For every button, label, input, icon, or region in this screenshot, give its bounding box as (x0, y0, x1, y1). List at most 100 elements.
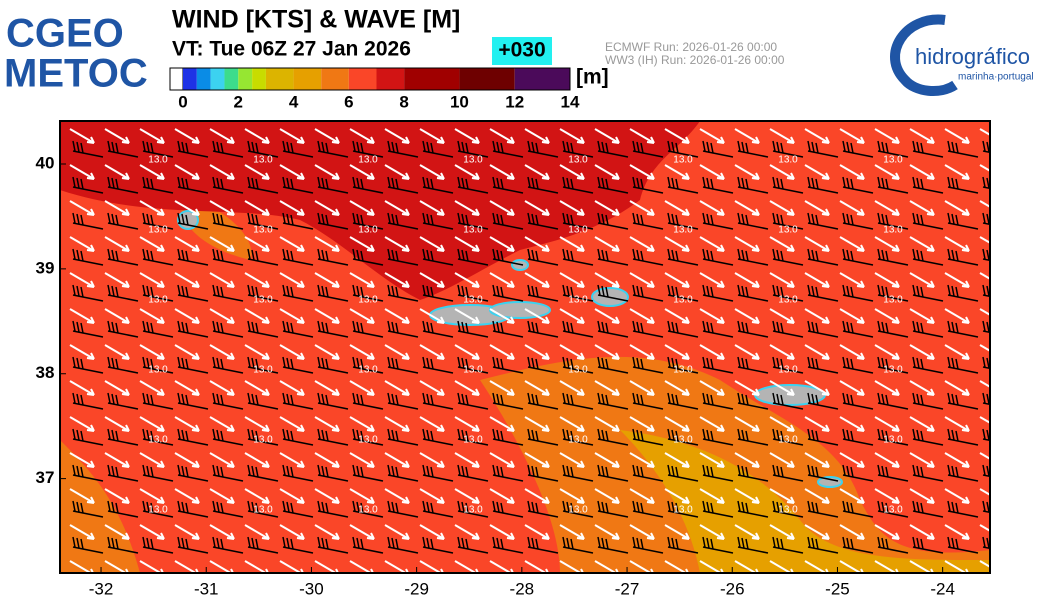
wind-arrow (139, 488, 165, 504)
wind-barb (842, 284, 874, 302)
wind-barb (562, 212, 594, 230)
wind-barb (317, 536, 349, 554)
wind-barb (702, 356, 734, 374)
wind-barb (527, 464, 559, 482)
wind-barb (912, 464, 944, 482)
wind-arrow (104, 488, 130, 504)
wind-arrow (699, 308, 725, 324)
wind-arrow (104, 344, 130, 360)
wind-arrow (664, 200, 690, 216)
wind-arrow (874, 452, 900, 468)
colorbar-bin (196, 68, 211, 90)
wind-barb (457, 248, 489, 266)
wind-barb (352, 428, 384, 446)
wind-barb (107, 464, 139, 482)
wind-arrow (384, 416, 410, 432)
contour-label: 13.0 (463, 505, 483, 516)
wind-barb (562, 176, 594, 194)
wind-arrow (524, 128, 550, 144)
wind-barb (597, 464, 629, 482)
wind-barb (353, 572, 354, 573)
contour-label: 13.0 (673, 365, 693, 376)
wind-barb (107, 536, 139, 554)
wind-barb (632, 320, 664, 338)
wind-barb (597, 284, 629, 302)
wind-arrow (594, 524, 620, 540)
wind-barb (877, 356, 909, 374)
wind-barb (877, 428, 909, 446)
wind-barb (247, 464, 279, 482)
wind-arrow (944, 488, 970, 504)
wind-barb (912, 356, 944, 374)
wind-arrow (384, 164, 410, 180)
wind-barb (597, 320, 629, 338)
wind-arrow (104, 524, 130, 540)
wind-arrow (524, 524, 550, 540)
wind-arrow (874, 380, 900, 396)
wind-barb (282, 140, 314, 158)
wind-arrow (384, 128, 410, 144)
contour-label: 13.0 (148, 365, 168, 376)
wind-arrow (699, 272, 725, 288)
wind-arrow (559, 200, 585, 216)
wind-barb (142, 248, 174, 266)
wind-barb (772, 212, 804, 230)
wind-arrow (349, 200, 375, 216)
wind-barb (667, 356, 699, 374)
contour-label: 13.0 (358, 435, 378, 446)
wind-barb (317, 464, 349, 482)
wind-barb (142, 356, 174, 374)
wind-arrow (559, 164, 585, 180)
wind-barb (387, 500, 419, 518)
wind-barb (632, 428, 664, 446)
y-tick-label: 39 (36, 258, 55, 277)
wind-barb (282, 536, 314, 554)
contour-label: 13.0 (568, 155, 588, 166)
wind-barb (492, 248, 524, 266)
wind-barb (737, 248, 769, 266)
wind-barb (912, 176, 944, 194)
wind-arrow (314, 416, 340, 432)
contour-label: 13.0 (778, 225, 798, 236)
wind-barb (387, 176, 419, 194)
wind-arrow (489, 308, 515, 324)
wind-barb (422, 428, 454, 446)
wind-barb (947, 140, 979, 158)
wind-arrow (699, 236, 725, 252)
wind-arrow (419, 524, 445, 540)
wind-barb (177, 392, 209, 410)
x-tick-label: -30 (299, 579, 324, 598)
wind-barb (142, 140, 174, 158)
wind-arrow (839, 524, 865, 540)
wind-arrow (454, 200, 480, 216)
wind-barb (457, 392, 489, 410)
colorbar-bin (238, 68, 253, 90)
wind-barb (667, 320, 699, 338)
wind-arrow (419, 380, 445, 396)
wind-arrow (314, 308, 340, 324)
contour-label: 13.0 (463, 435, 483, 446)
wind-barb (877, 176, 909, 194)
wind-barb (387, 248, 419, 266)
wind-arrow (979, 344, 990, 352)
wind-barb (772, 536, 804, 554)
wind-arrow (349, 380, 375, 396)
wind-arrow (559, 308, 585, 324)
contour-label: 13.0 (253, 155, 273, 166)
wind-arrow (594, 344, 620, 360)
wind-arrow (944, 308, 970, 324)
wind-barb (737, 356, 769, 374)
contour-label: 13.0 (358, 365, 378, 376)
wind-barb (737, 392, 769, 410)
wind-arrow (419, 236, 445, 252)
wind-barb (247, 140, 279, 158)
wind-arrow (69, 272, 95, 288)
wind-arrow (174, 128, 200, 144)
wind-barb (912, 320, 944, 338)
y-tick-label: 38 (36, 363, 55, 382)
wind-barb (947, 320, 979, 338)
wind-arrow (244, 236, 270, 252)
wind-arrow (699, 524, 725, 540)
wind-arrow (279, 308, 305, 324)
contour-label: 13.0 (358, 225, 378, 236)
